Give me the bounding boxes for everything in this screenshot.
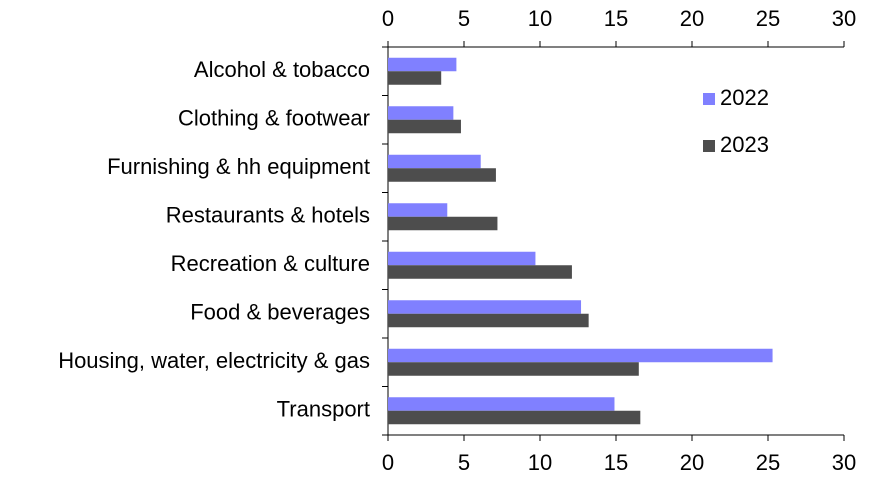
x-tick-label-top: 5 [458, 6, 470, 31]
x-tick-label-top: 15 [604, 6, 628, 31]
bar [388, 265, 572, 279]
bar [388, 348, 773, 363]
y-tick-label: Food & beverages [190, 300, 370, 325]
legend-swatch [703, 140, 715, 152]
y-tick-label: Recreation & culture [171, 251, 370, 276]
x-tick-label-bottom: 25 [756, 450, 780, 475]
bar [388, 154, 481, 169]
bar [388, 168, 496, 182]
x-tick-label-top: 30 [832, 6, 856, 31]
y-tick-label: Furnishing & hh equipment [107, 154, 370, 179]
bar [388, 203, 448, 217]
bar [388, 362, 639, 376]
x-tick-label-top: 25 [756, 6, 780, 31]
bar [388, 71, 442, 85]
x-tick-label-bottom: 5 [458, 450, 470, 475]
legend-label: 2023 [720, 132, 769, 157]
y-tick-label: Clothing & footwear [178, 106, 370, 131]
y-tick-label: Alcohol & tobacco [194, 57, 370, 82]
bar [388, 251, 536, 266]
x-tick-label-top: 10 [528, 6, 552, 31]
legend-label: 2022 [720, 85, 769, 110]
x-tick-label-bottom: 15 [604, 450, 628, 475]
x-tick-label-bottom: 20 [680, 450, 704, 475]
y-tick-label: Transport [277, 397, 370, 422]
legend-swatch [703, 93, 715, 105]
bar [388, 410, 641, 425]
x-tick-label-top: 20 [680, 6, 704, 31]
bar [388, 57, 457, 72]
bar [388, 300, 582, 314]
bar [388, 119, 461, 134]
x-tick-label-bottom: 30 [832, 450, 856, 475]
bar [388, 216, 498, 231]
y-tick-label: Housing, water, electricity & gas [58, 348, 370, 373]
x-tick-label-bottom: 0 [382, 450, 394, 475]
bar [388, 106, 454, 120]
bar [388, 313, 589, 328]
y-tick-label: Restaurants & hotels [166, 203, 370, 228]
bar [388, 397, 615, 411]
x-tick-label-top: 0 [382, 6, 394, 31]
x-tick-label-bottom: 10 [528, 450, 552, 475]
